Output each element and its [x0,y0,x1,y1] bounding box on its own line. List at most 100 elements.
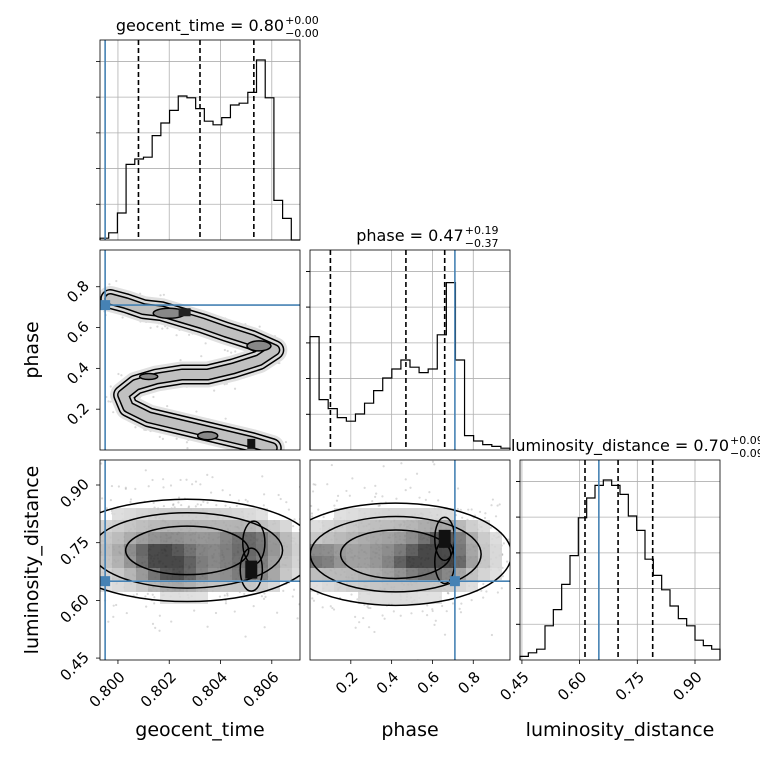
sample-point [374,495,377,498]
sample-point [193,609,196,612]
sample-point [312,599,316,602]
density-cell [268,520,280,532]
density-cell [148,544,160,556]
sample-point [188,333,191,336]
sample-point [170,620,173,623]
sample-point [441,604,444,608]
sample-point [185,441,189,444]
sample-point [258,325,261,328]
x-tick-label: 0.806 [239,668,282,711]
sample-point [292,512,294,514]
density-cell [100,556,112,568]
density-cell [172,580,184,592]
sample-point [304,563,306,565]
sample-point [59,534,61,536]
contour-inner [246,340,272,352]
sample-point [306,556,308,558]
sample-point [326,483,329,486]
density-cell [334,556,346,568]
density-cell [466,544,478,556]
y-tick-label: 0.2 [63,399,93,429]
sample-point [307,536,309,538]
sample-point [186,447,189,450]
sample-point [91,614,93,616]
density-peak [178,308,191,317]
sample-point [295,584,297,586]
sample-point [226,592,229,595]
x-axis-label-geocent-time: geocent_time [135,719,264,741]
sample-point [173,506,176,509]
density-cell [208,544,220,556]
sample-point [211,476,214,479]
sample-point [67,576,69,578]
sample-point [194,480,198,483]
sample-point [117,485,120,488]
sample-point [523,565,525,567]
sample-point [257,452,259,454]
density-cell [112,508,124,520]
sample-point [226,594,229,597]
sample-point [363,486,366,489]
sample-point [480,589,483,592]
density-cell [490,568,502,580]
density-cell [268,532,280,544]
density-cell [370,544,382,556]
sample-point [97,532,99,534]
sample-point [233,387,237,390]
density-cell [100,532,112,544]
sample-point [13,504,15,506]
density-cell [268,568,280,580]
sample-point [84,528,86,530]
sample-point [134,426,137,429]
density-cell [124,568,136,580]
density-cell [370,532,382,544]
density-cell [220,556,232,568]
panel-frame [99,249,301,451]
sample-point [373,630,376,634]
density-cell [346,556,358,568]
density-cell [454,532,466,544]
sample-point [109,400,112,403]
sample-point [92,528,94,530]
density-cell [310,544,322,556]
sample-point [262,597,266,600]
sample-point [92,518,94,520]
density-cell [268,556,280,568]
sample-point [65,538,67,540]
sample-point [86,623,88,625]
sample-point [307,514,309,516]
sample-point [50,586,52,588]
contour-level-1 [100,498,300,603]
sample-point [305,563,307,565]
density-cell [280,532,292,544]
title-lower-error: −0.37 [465,237,499,250]
density-cell [148,556,160,568]
density-cell [490,544,502,556]
density-cell [418,592,430,604]
sample-point [431,460,435,463]
sample-point [124,487,127,490]
sample-point [307,529,309,531]
sample-point [482,596,485,599]
sample-point [252,605,255,608]
sample-point [456,487,460,490]
sample-point [284,440,288,444]
sample-point [336,494,340,497]
density-cell [172,556,184,568]
sample-point [196,503,199,506]
sample-point [112,411,115,414]
density-cell [394,520,406,532]
sample-point [371,499,374,503]
density-cell [232,568,244,580]
sample-point [86,569,88,571]
x-tick-label: 0.60 [554,668,590,704]
density-cell [136,520,148,532]
x-axis-label-luminosity-distance: luminosity_distance [526,719,715,741]
density-cell [334,580,346,592]
y-axis-label-luminosity-distance: luminosity_distance [21,466,43,655]
density-cell [310,568,322,580]
density-cell [112,556,124,568]
sample-point [522,521,524,523]
sample-point [313,495,315,497]
density-cell [280,520,292,532]
